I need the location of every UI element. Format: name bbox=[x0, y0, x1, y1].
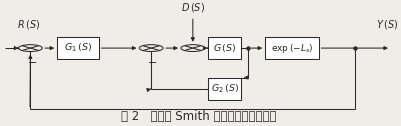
Text: $-$: $-$ bbox=[26, 56, 36, 66]
Text: $\mathrm{exp}\,(-L_s)$: $\mathrm{exp}\,(-L_s)$ bbox=[271, 42, 313, 55]
Text: $D\,(S)$: $D\,(S)$ bbox=[181, 1, 205, 14]
Text: $G_2\,(S)$: $G_2\,(S)$ bbox=[211, 83, 239, 95]
Text: $-$: $-$ bbox=[147, 56, 158, 66]
Text: 图 2   改进的 Smith 预估控制器简化框图: 图 2 改进的 Smith 预估控制器简化框图 bbox=[121, 110, 277, 123]
Bar bbox=[57, 37, 99, 59]
Text: $Y\,(S)$: $Y\,(S)$ bbox=[376, 18, 398, 31]
Text: $R\,(S)$: $R\,(S)$ bbox=[17, 18, 40, 31]
Bar bbox=[208, 78, 241, 100]
Bar bbox=[208, 37, 241, 59]
Text: $G\,(S)$: $G\,(S)$ bbox=[213, 42, 236, 54]
Bar bbox=[265, 37, 319, 59]
Text: $G_1\,(S)$: $G_1\,(S)$ bbox=[64, 42, 92, 54]
